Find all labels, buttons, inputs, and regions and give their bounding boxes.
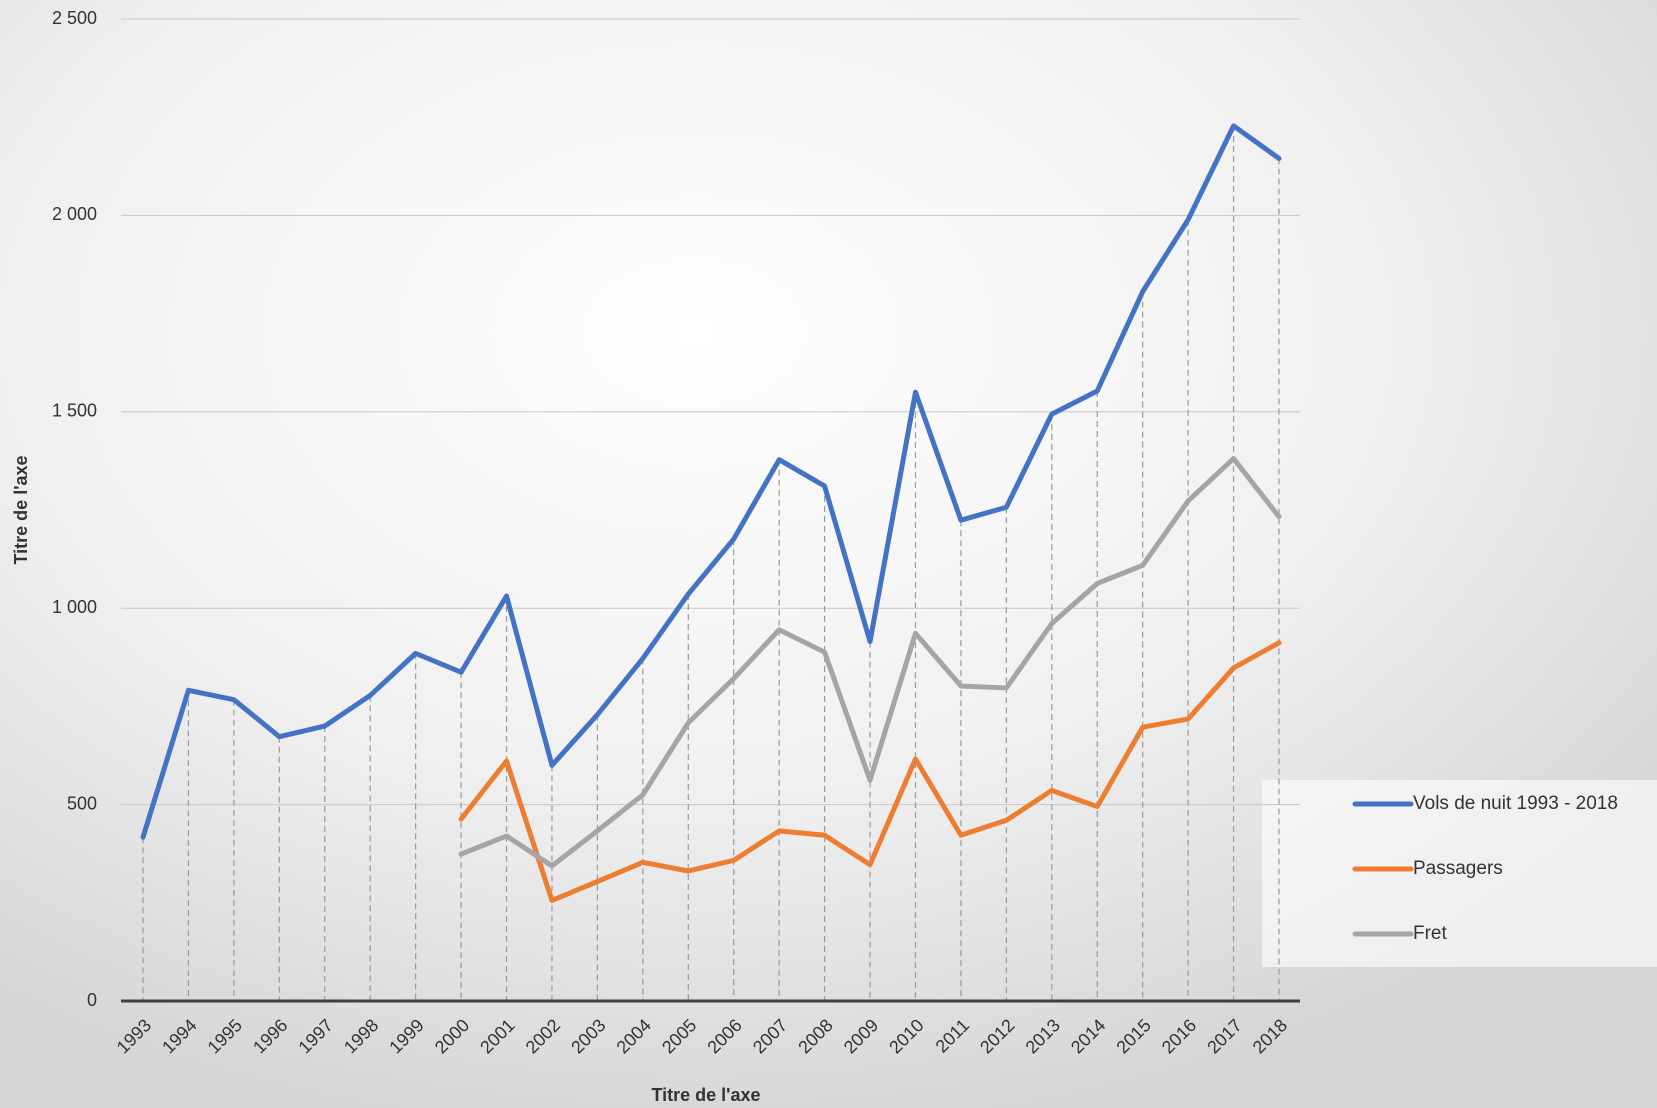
y-tick-label: 2 000 [52, 204, 97, 224]
y-tick-label: 2 500 [52, 8, 97, 28]
y-tick-label: 1 000 [52, 597, 97, 617]
y-tick-label: 0 [87, 990, 97, 1010]
legend-label: Vols de nuit 1993 - 2018 [1413, 793, 1618, 814]
y-tick-label: 500 [67, 793, 97, 813]
x-axis-title: Titre de l'axe [651, 1085, 760, 1105]
legend-label: Fret [1413, 923, 1448, 944]
series-line [458, 456, 1282, 869]
legend-box [1262, 780, 1657, 967]
series-line [458, 640, 1282, 903]
y-axis-title: Titre de l'axe [11, 455, 31, 564]
legend-label: Passagers [1413, 858, 1503, 879]
series-line [140, 123, 1282, 840]
y-tick-label: 1 500 [52, 401, 97, 421]
